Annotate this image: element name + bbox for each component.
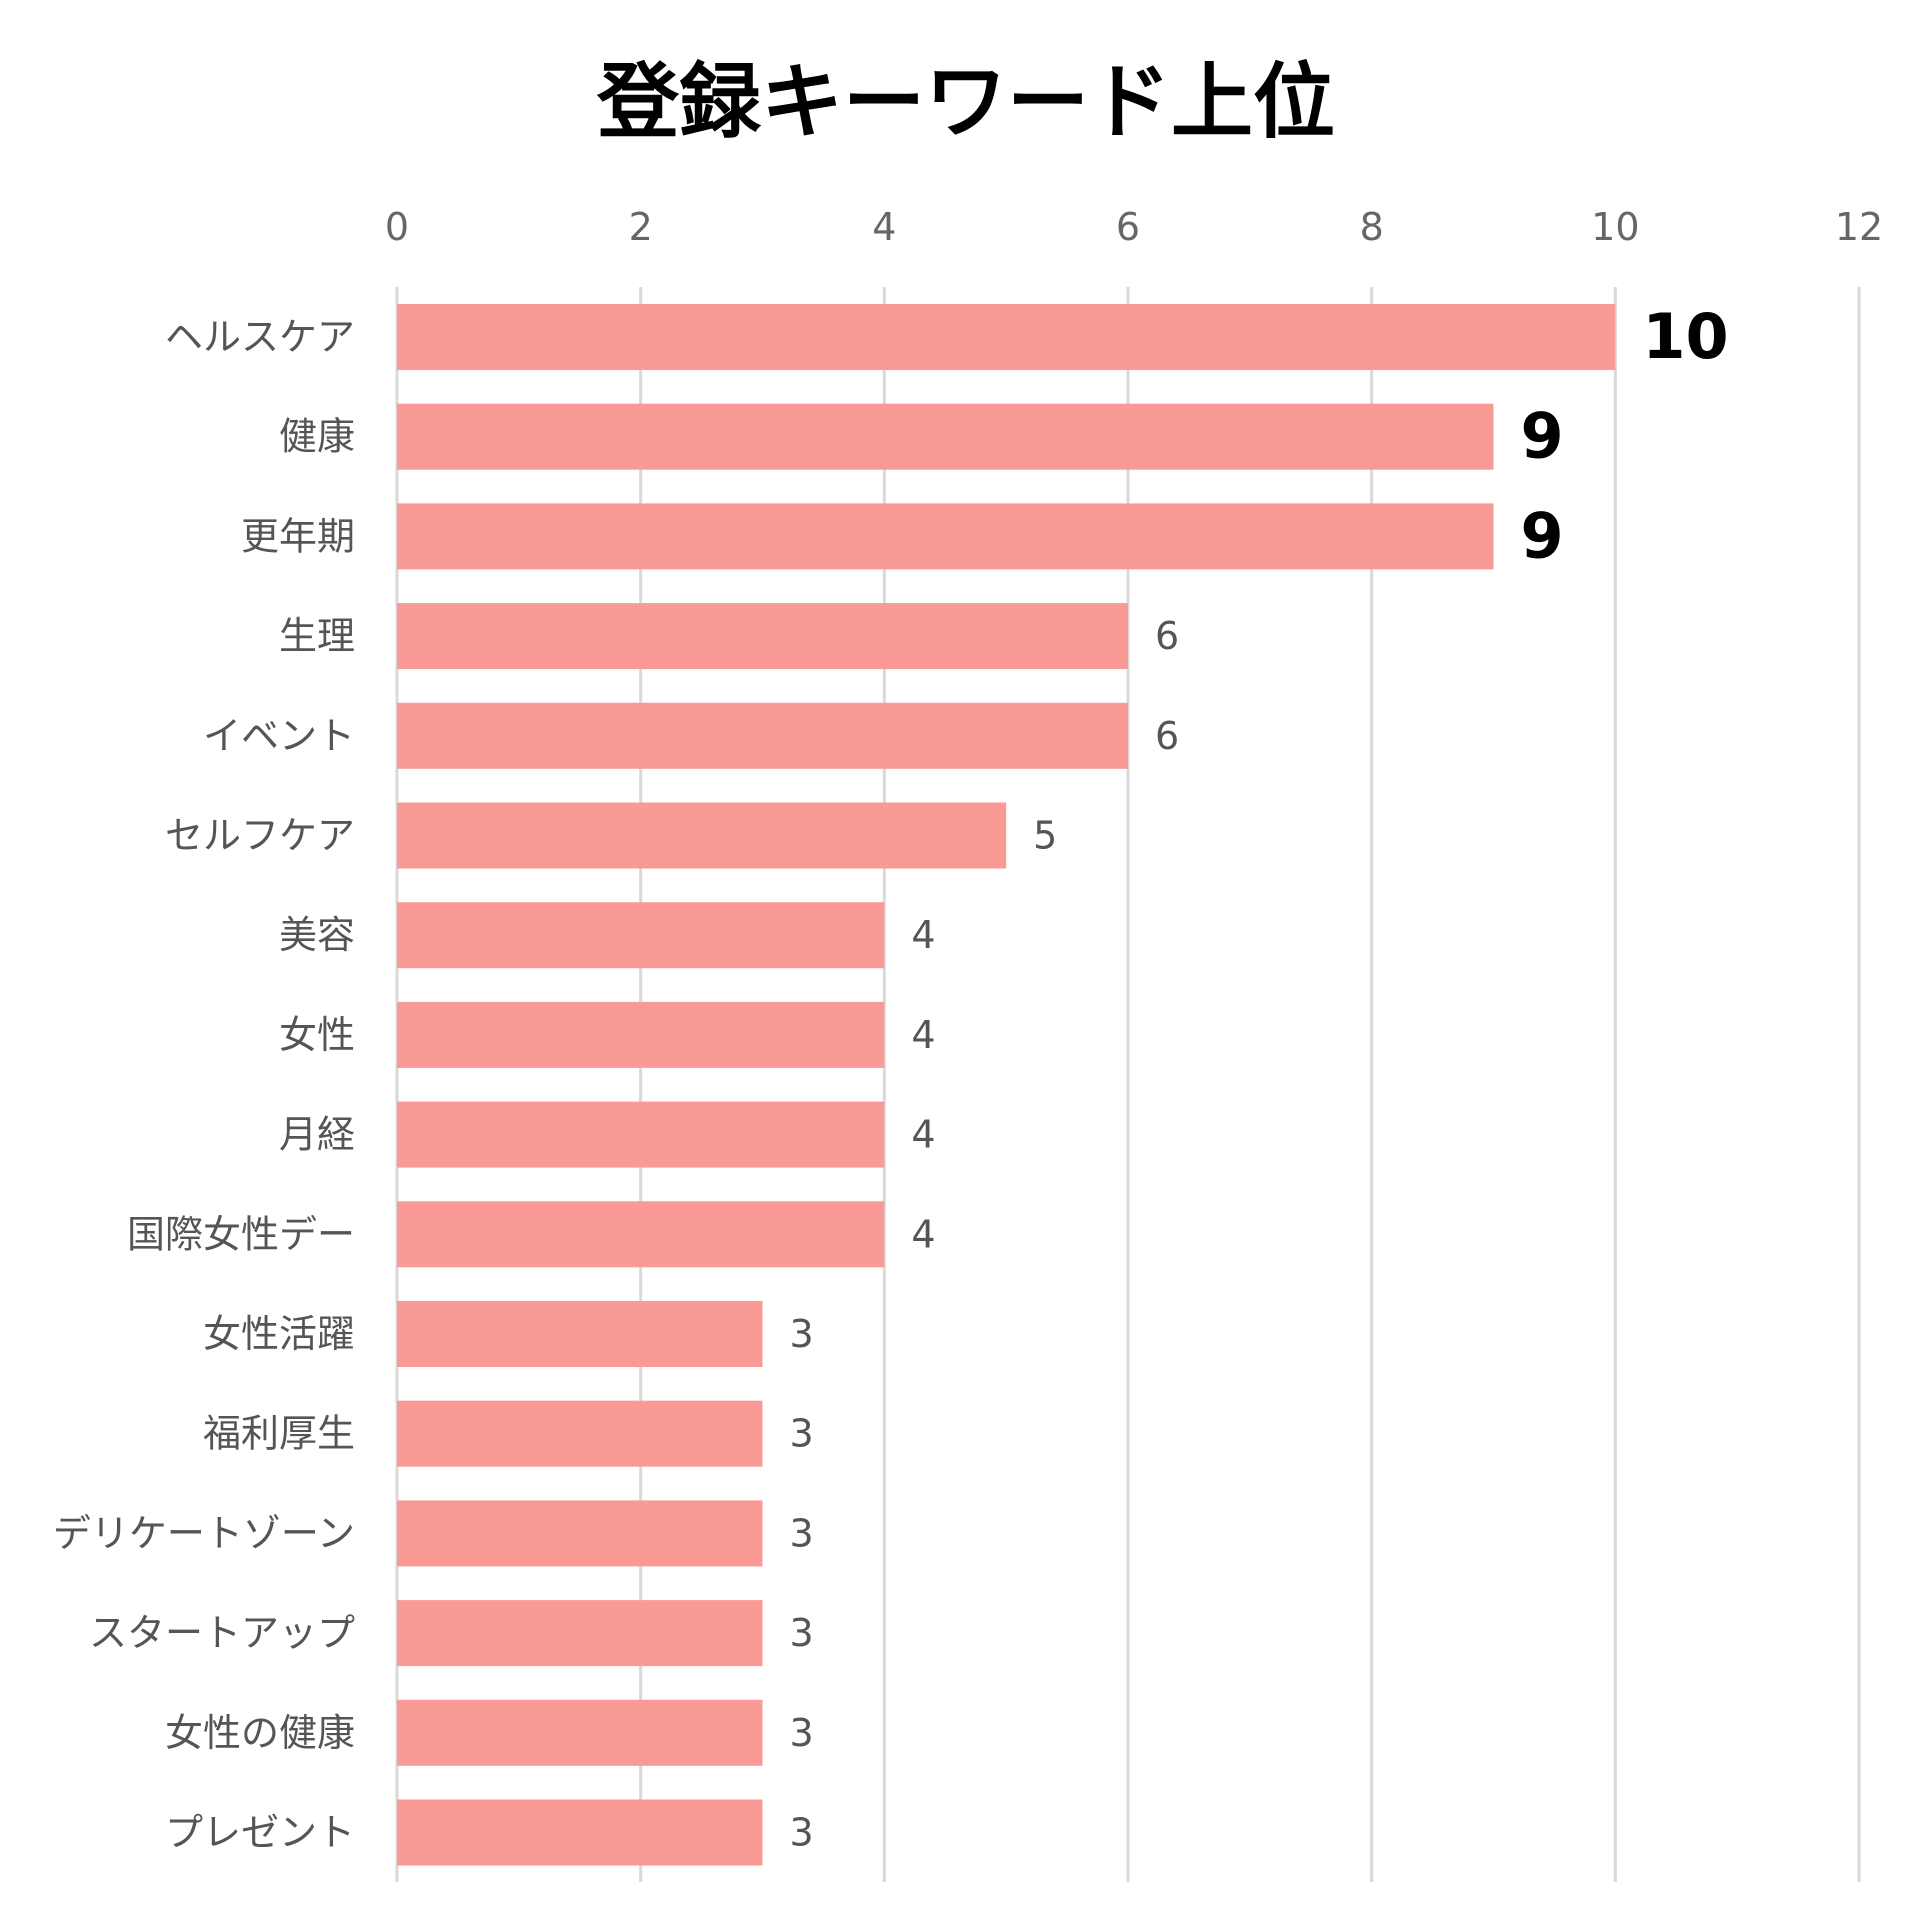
value-label: 4 xyxy=(911,1113,935,1157)
bar xyxy=(397,1600,763,1667)
bar xyxy=(397,702,1128,769)
category-label: 国際女性デー xyxy=(127,1212,355,1256)
x-axis-ticks: 0 2 4 6 8 10 12 xyxy=(385,205,1883,249)
bars xyxy=(397,304,1616,1866)
category-label: プレゼント xyxy=(165,1811,355,1855)
category-label: イベント xyxy=(203,714,355,758)
value-label: 3 xyxy=(790,1412,814,1456)
x-tick-label: 10 xyxy=(1591,205,1639,249)
category-labels: ヘルスケア健康更年期生理イベントセルフケア美容女性月経国際女性デー女性活躍福利厚… xyxy=(53,315,355,1855)
x-tick-label: 2 xyxy=(629,205,653,249)
bar xyxy=(397,1101,885,1168)
bar xyxy=(397,1500,763,1567)
x-tick-label: 0 xyxy=(385,205,409,249)
bar xyxy=(397,1001,885,1068)
chart-title: 登録キーワード上位 xyxy=(596,55,1335,150)
category-label: 女性 xyxy=(279,1013,355,1057)
category-label: セルフケア xyxy=(165,814,355,858)
value-label: 9 xyxy=(1521,499,1564,572)
value-label: 6 xyxy=(1155,614,1179,658)
category-label: 更年期 xyxy=(241,514,355,558)
value-label: 3 xyxy=(790,1312,814,1356)
value-label: 9 xyxy=(1521,400,1564,473)
value-label: 3 xyxy=(790,1811,814,1855)
category-label: 美容 xyxy=(279,913,355,957)
bar xyxy=(397,1201,885,1268)
category-label: ヘルスケア xyxy=(165,315,355,359)
bar xyxy=(397,1699,763,1766)
x-tick-label: 4 xyxy=(872,205,896,249)
value-label: 6 xyxy=(1155,714,1179,758)
value-label: 3 xyxy=(790,1611,814,1655)
value-label: 10 xyxy=(1642,300,1728,373)
x-tick-label: 12 xyxy=(1835,205,1883,249)
category-label: 福利厚生 xyxy=(203,1412,355,1456)
bar xyxy=(397,403,1494,470)
category-label: 生理 xyxy=(279,614,355,658)
category-label: 女性の健康 xyxy=(165,1711,355,1755)
value-label: 4 xyxy=(911,913,935,957)
bar xyxy=(397,603,1128,670)
value-label: 3 xyxy=(790,1711,814,1755)
bar xyxy=(397,802,1007,869)
category-label: 健康 xyxy=(279,415,355,459)
value-label: 4 xyxy=(911,1212,935,1256)
category-label: 女性活躍 xyxy=(203,1312,355,1356)
bar xyxy=(397,1799,763,1866)
bar xyxy=(397,902,885,969)
value-labels: 10 9 9 6 6 5 4 4 4 4 3 3 3 3 3 3 xyxy=(790,300,1729,1855)
value-label: 5 xyxy=(1033,814,1057,858)
category-label: 月経 xyxy=(279,1113,355,1157)
x-tick-label: 8 xyxy=(1360,205,1384,249)
value-label: 3 xyxy=(790,1511,814,1555)
bar xyxy=(397,1400,763,1467)
value-label: 4 xyxy=(911,1013,935,1057)
category-label: デリケートゾーン xyxy=(53,1511,355,1555)
x-tick-label: 6 xyxy=(1116,205,1140,249)
bar xyxy=(397,304,1616,370)
bar xyxy=(397,503,1494,570)
category-label: スタートアップ xyxy=(89,1611,355,1655)
bar xyxy=(397,1301,763,1367)
